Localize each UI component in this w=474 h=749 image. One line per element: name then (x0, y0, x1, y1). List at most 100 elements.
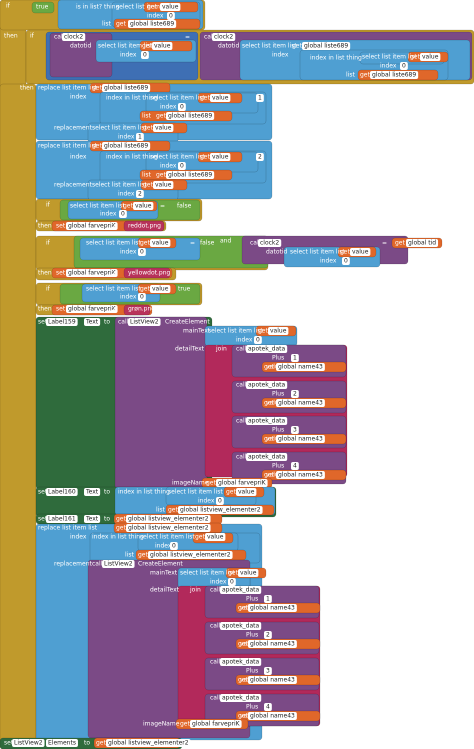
field-box (102, 560, 135, 568)
field-label: apotek_data (222, 659, 260, 666)
block-label: select list item list (242, 43, 297, 50)
block-label: get (200, 95, 211, 102)
block-label: select list item list (98, 43, 153, 50)
field-box (205, 533, 226, 541)
field-label: value (152, 240, 169, 247)
block-label: get (156, 172, 167, 179)
block-label: get (292, 43, 303, 50)
block-label: datotid (70, 43, 92, 50)
block-label: call (236, 346, 247, 353)
field-box (256, 153, 264, 161)
field-box (128, 20, 177, 28)
field-box (256, 94, 264, 102)
field-label: 0 (143, 52, 147, 59)
block-label: list (156, 507, 165, 514)
field-label: global name43 (250, 605, 295, 612)
field-label: global listview_elementer2 (150, 552, 231, 559)
field-box (216, 497, 224, 505)
block-label: Plus (272, 427, 284, 434)
field-box (220, 694, 262, 702)
field-box (264, 631, 272, 639)
block-label: index (210, 579, 227, 586)
block-label: list (142, 113, 151, 120)
block-label: set (38, 489, 48, 496)
block-label: get (147, 4, 158, 11)
block-label: get (116, 21, 127, 28)
field-label: apotek_data (222, 623, 260, 630)
block-label: index (160, 163, 177, 170)
field-box (220, 586, 262, 594)
field-label: Elements (48, 740, 76, 747)
block-label: call (250, 240, 261, 247)
field-box (102, 84, 151, 92)
field-label: global liste689 (104, 85, 148, 92)
block-label: get (180, 721, 191, 728)
field-label: 0 (140, 294, 144, 301)
field-box (246, 345, 288, 353)
field-label: 4 (266, 704, 270, 711)
field-box (264, 595, 272, 603)
block-label: get (138, 552, 149, 559)
block-label: false (177, 203, 192, 210)
block-label: get (264, 364, 275, 371)
field-box (248, 604, 297, 612)
field-label: value (135, 203, 152, 210)
block-label: call (210, 623, 221, 630)
field-label: 1 (293, 355, 297, 362)
field-label: 0 (230, 579, 234, 586)
block-label: call (210, 587, 221, 594)
field-box (210, 94, 231, 102)
block-label: value (266, 400, 283, 407)
field-label: global farvepriK (192, 721, 241, 728)
block-label: CreateElement (138, 561, 183, 568)
block-label: get (238, 713, 249, 720)
block-label: select list item list (290, 249, 345, 256)
block-label: value (266, 436, 283, 443)
block-label: replace list item list (38, 143, 98, 150)
block-label: call (236, 454, 247, 461)
field-box (210, 153, 231, 161)
field-label: Label159 (48, 319, 76, 326)
block-label: to (111, 270, 117, 277)
block-label: index (100, 211, 117, 218)
block-label: get (92, 85, 103, 92)
block-label: select list item list (150, 95, 205, 102)
block-label: get (156, 113, 167, 120)
field-label: 0 (169, 13, 173, 20)
field-box (136, 133, 144, 141)
block-label: select list item list (140, 534, 195, 541)
block-label: imageName (143, 721, 180, 728)
block-label: get (360, 72, 371, 79)
field-label: 0 (180, 163, 184, 170)
block-label: then (20, 85, 34, 92)
field-label: 3 (266, 668, 270, 675)
field-label: global name43 (278, 436, 323, 443)
field-label: global name43 (278, 472, 323, 479)
block-label: get (264, 436, 275, 443)
field-label: clock2 (64, 34, 83, 41)
field-box (138, 293, 146, 301)
field-box (152, 42, 173, 50)
field-box (400, 62, 408, 70)
field-label: 3 (293, 427, 297, 434)
field-box (254, 336, 262, 344)
block-label: get (116, 525, 127, 532)
block-label: select list item list (208, 328, 263, 335)
block-label: index in list thing (106, 95, 158, 102)
field-box (370, 71, 419, 79)
block-label: select list item list (362, 54, 417, 61)
field-box (102, 142, 151, 150)
block-label: call (204, 34, 215, 41)
block-label: get (264, 400, 275, 407)
field-label: global liste689 (304, 43, 348, 50)
field-box (84, 515, 101, 523)
block (31, 1, 55, 14)
field-label: global liste689 (104, 143, 148, 150)
block-label: index (120, 52, 137, 59)
field-box (276, 363, 325, 371)
field-label: 0 (180, 104, 184, 111)
block-label: get (206, 480, 217, 487)
block-label: replacement (54, 182, 93, 189)
field-box (291, 462, 299, 470)
field-box (291, 354, 299, 362)
